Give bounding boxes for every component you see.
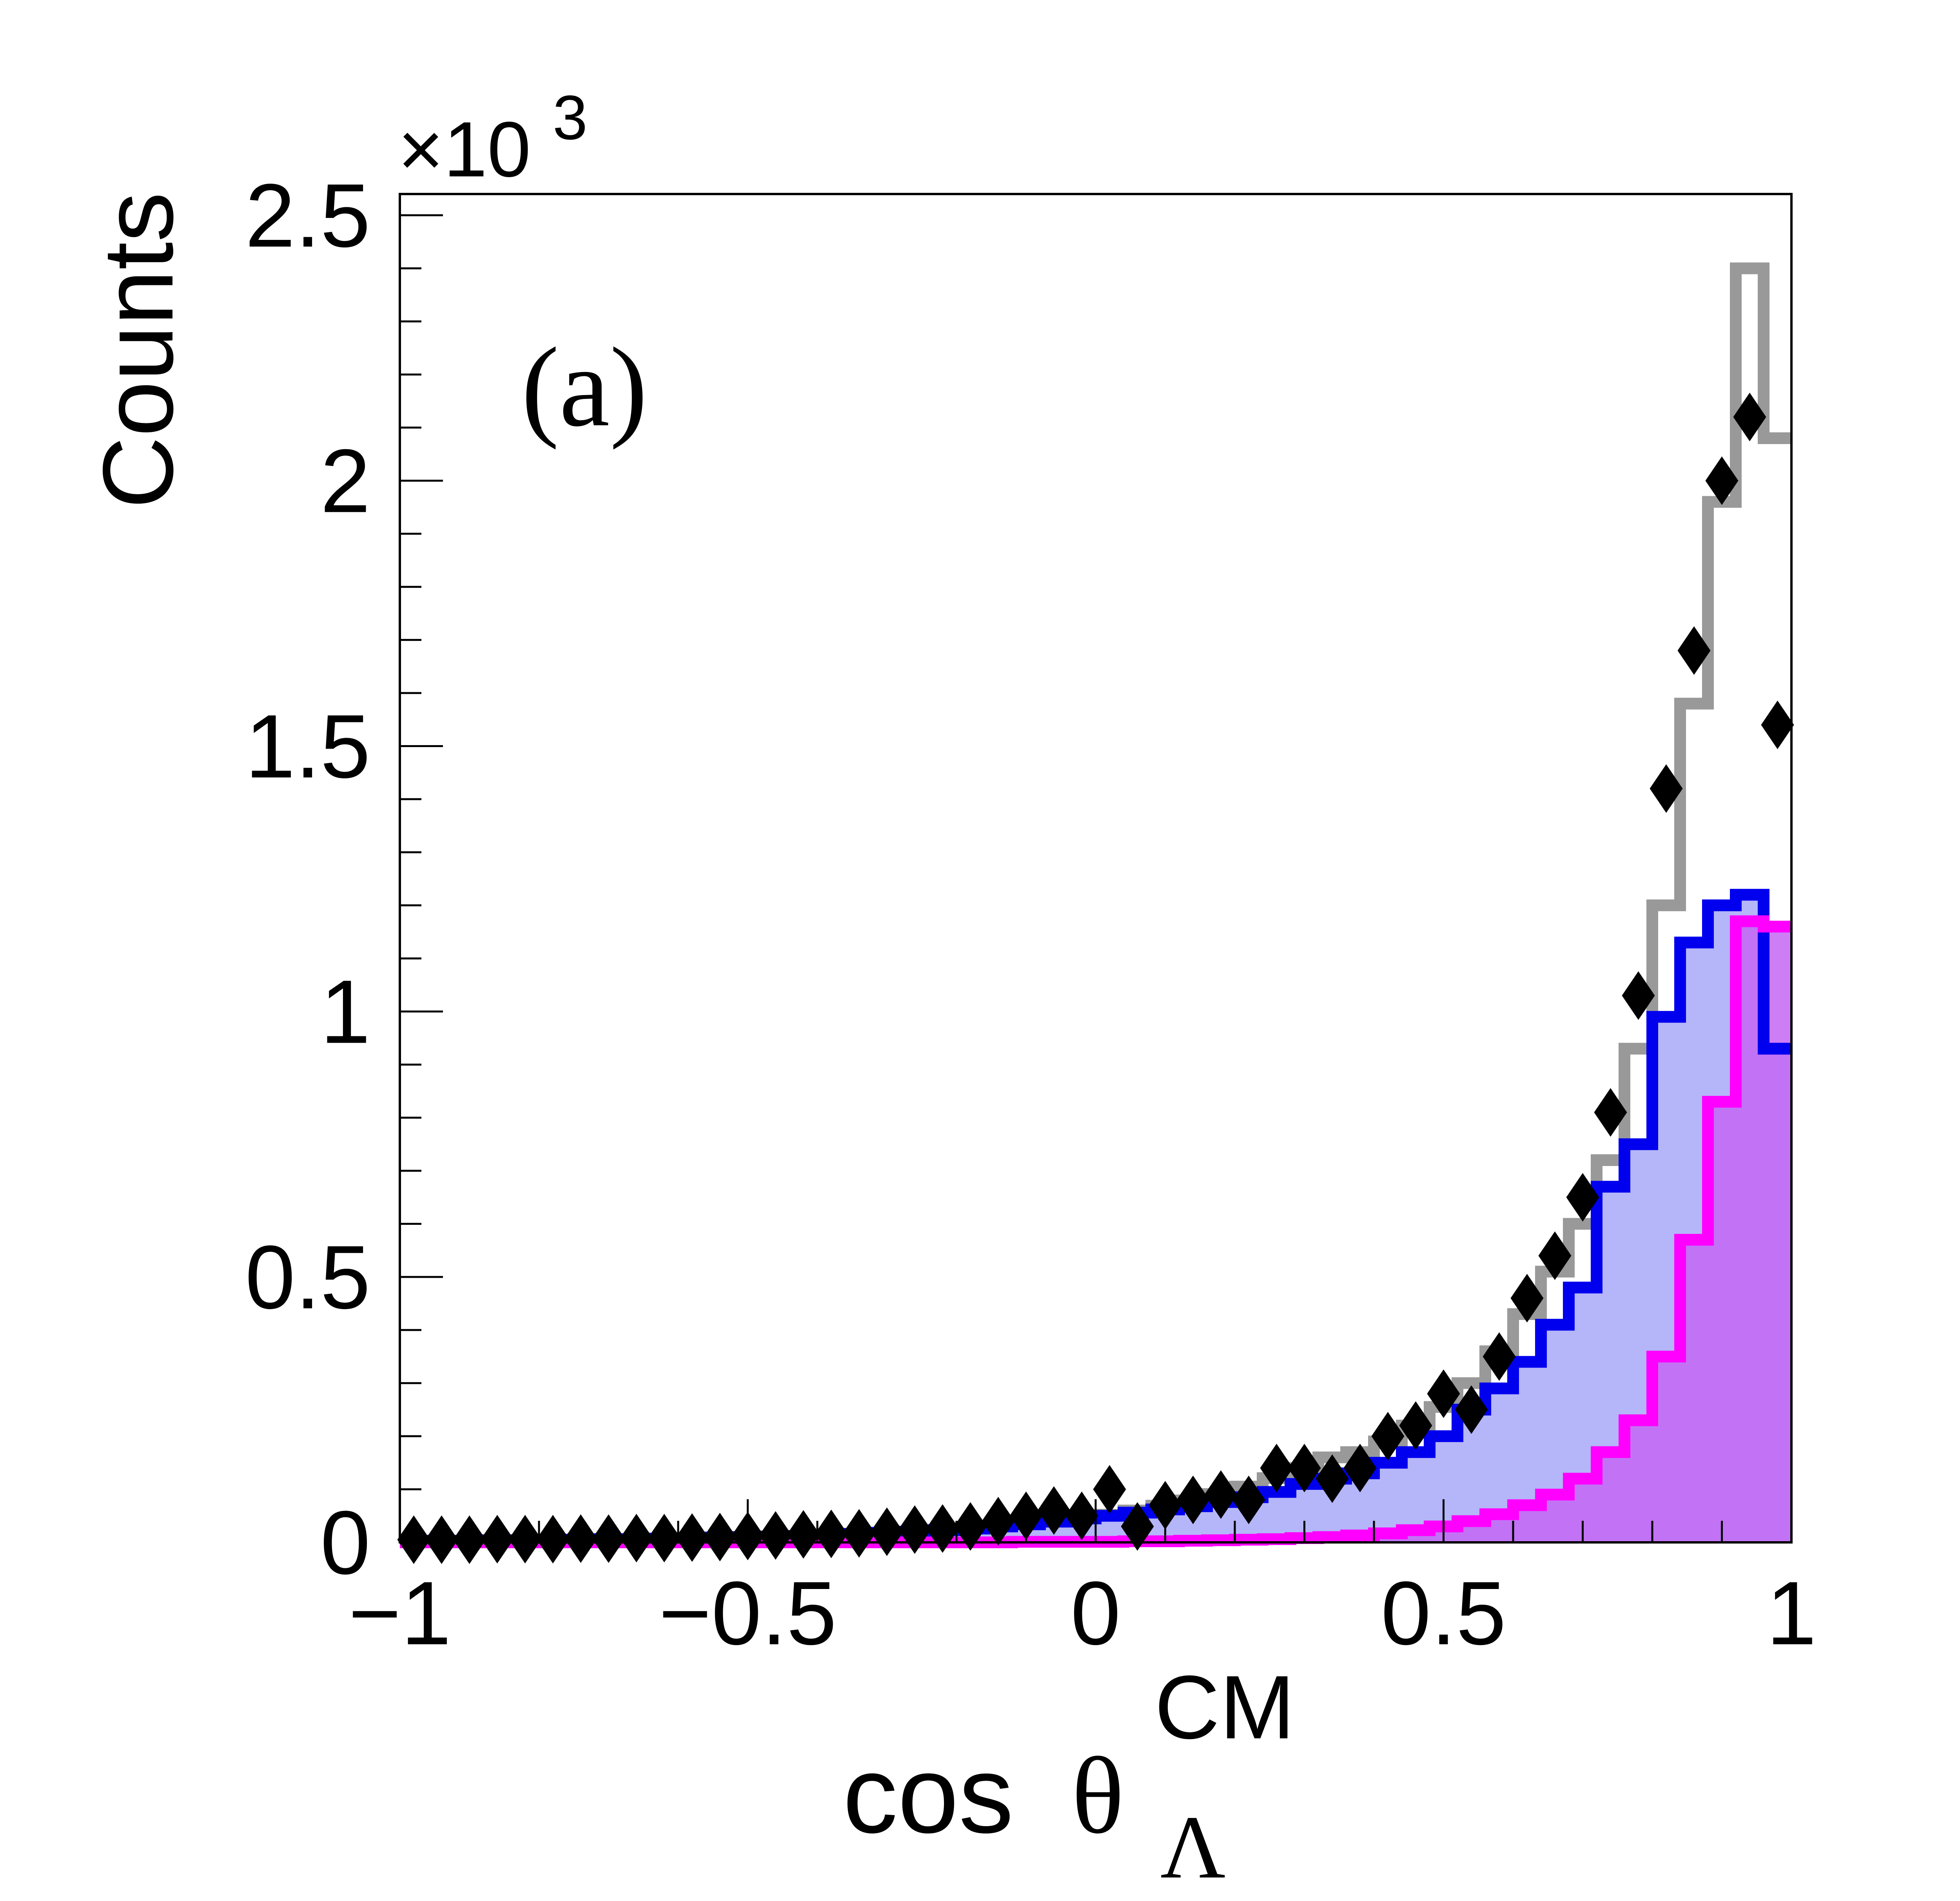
data-point xyxy=(1065,1491,1098,1540)
y-tick-label: 1.5 xyxy=(245,696,370,797)
x-axis-title-main: cos xyxy=(843,1734,1014,1856)
x-tick-label: 1 xyxy=(1766,1563,1817,1663)
x-axis-title-symbol: θ xyxy=(1072,1734,1124,1856)
data-markers xyxy=(397,392,1794,1564)
data-point xyxy=(1538,1231,1572,1280)
data-point xyxy=(1733,392,1766,441)
data-point xyxy=(842,1509,876,1558)
data-point xyxy=(1176,1475,1210,1524)
data-point xyxy=(1232,1475,1265,1524)
x-axis-title-subscript: Λ xyxy=(1160,1797,1226,1897)
data-point xyxy=(787,1510,820,1559)
data-point xyxy=(1427,1369,1460,1418)
data-point xyxy=(1483,1332,1516,1381)
y-exponent-base: ×10 xyxy=(398,106,531,193)
y-tick-label: 0.5 xyxy=(245,1227,370,1328)
x-axis-title-superscript: CM xyxy=(1154,1657,1295,1758)
data-point xyxy=(982,1496,1015,1545)
data-point xyxy=(1455,1385,1488,1434)
data-point xyxy=(425,1515,458,1564)
data-point xyxy=(1009,1491,1043,1540)
data-point xyxy=(703,1513,737,1562)
data-point xyxy=(1705,456,1739,505)
x-tick-label: 0 xyxy=(1071,1563,1121,1663)
series-2-fill xyxy=(400,921,1791,1542)
data-point xyxy=(481,1515,514,1564)
data-point xyxy=(536,1515,570,1564)
data-point xyxy=(1622,971,1655,1020)
data-point xyxy=(620,1514,653,1563)
x-axis-title: cos θ CM Λ xyxy=(843,1640,1325,1897)
data-point xyxy=(1566,1173,1599,1222)
data-point xyxy=(1677,626,1711,675)
data-point xyxy=(1121,1502,1154,1551)
data-point xyxy=(1037,1486,1071,1535)
data-point xyxy=(1594,1088,1627,1137)
axis-ticks xyxy=(399,214,1793,1544)
data-point xyxy=(926,1504,959,1553)
data-point xyxy=(1288,1444,1321,1493)
data-point xyxy=(564,1514,597,1563)
data-point xyxy=(508,1515,542,1564)
data-point xyxy=(397,1515,430,1564)
data-point xyxy=(1650,764,1683,813)
y-axis-title: Counts xyxy=(82,192,194,509)
data-point xyxy=(1204,1470,1238,1519)
x-tick-label: 0.5 xyxy=(1381,1563,1506,1663)
y-tick-label: 2 xyxy=(320,430,370,531)
data-point xyxy=(1316,1454,1349,1503)
y-exponent-power: 3 xyxy=(553,82,588,152)
data-point xyxy=(1371,1412,1405,1461)
data-point xyxy=(1260,1444,1293,1493)
data-point xyxy=(1093,1465,1126,1514)
data-point xyxy=(1343,1444,1377,1493)
data-point xyxy=(648,1514,681,1563)
y-tick-label: 0 xyxy=(320,1492,370,1593)
y-tick-label: 1 xyxy=(320,961,370,1062)
data-point xyxy=(815,1509,848,1558)
data-point xyxy=(1149,1481,1182,1530)
y-exponent-label: ×10 3 xyxy=(398,82,588,193)
x-tick-label: −0.5 xyxy=(659,1563,837,1663)
axis-tick-labels: −1 −0.5 0 0.5 1 0 0.5 1 1.5 2 2.5 xyxy=(245,165,1817,1663)
data-point xyxy=(1510,1274,1544,1323)
y-tick-label: 2.5 xyxy=(245,165,370,266)
data-point xyxy=(1399,1401,1432,1450)
panel-label: (a) xyxy=(521,324,648,450)
histogram-fills xyxy=(400,894,1791,1542)
data-point xyxy=(759,1511,792,1560)
x-tick-label: −1 xyxy=(348,1563,451,1663)
data-point xyxy=(675,1513,709,1562)
data-point xyxy=(1761,700,1794,749)
data-point xyxy=(954,1502,987,1551)
